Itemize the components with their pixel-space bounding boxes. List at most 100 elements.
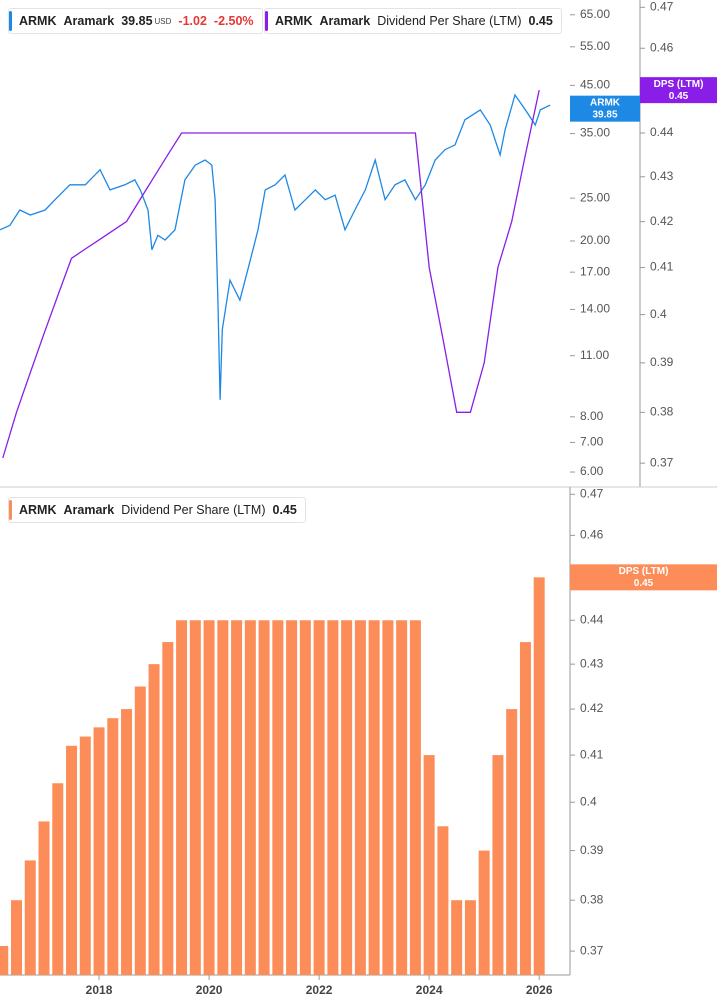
bar: [258, 620, 270, 975]
badge-value: 0.45: [669, 91, 689, 102]
y-tick-label: 0.41: [650, 260, 674, 274]
y-tick-label: 0.42: [650, 214, 674, 228]
y-tick-label: 0.4: [580, 794, 597, 808]
change: -1.02: [178, 14, 207, 28]
bar: [492, 755, 504, 975]
y-tick-label: 0.43: [650, 169, 674, 183]
y-tick-label: 35.00: [580, 126, 610, 140]
y-tick-label: 25.00: [580, 190, 610, 204]
bar: [299, 620, 311, 975]
metric: Dividend Per Share (LTM): [377, 14, 522, 28]
y-tick-label: 20.00: [580, 233, 610, 247]
y-tick-label: 6.00: [580, 464, 604, 478]
bar: [79, 736, 91, 975]
bar: [368, 620, 380, 975]
legend[interactable]: ARMK Aramark Dividend Per Share (LTM) 0.…: [8, 497, 306, 523]
y-tick-label: 0.4: [650, 307, 667, 321]
bar: [423, 755, 435, 975]
bar: [148, 664, 160, 975]
legend[interactable]: ARMK Aramark 39.85 USD -1.02 -2.50%: [8, 8, 263, 34]
bar: [107, 718, 119, 975]
y-tick-label: 8.00: [580, 409, 604, 423]
y-tick-label: 0.47: [580, 486, 604, 500]
bar: [176, 620, 188, 975]
y-tick-label: 0.44: [650, 125, 674, 139]
x-tick-label: 2024: [416, 983, 443, 997]
bar: [396, 620, 408, 975]
bar: [533, 577, 545, 975]
x-tick-label: 2026: [526, 983, 553, 997]
bar: [11, 900, 23, 975]
y-tick-label: 65.00: [580, 7, 610, 21]
bar: [189, 620, 201, 975]
y-tick-label: 0.38: [650, 405, 674, 419]
y-tick-label: 11.00: [580, 348, 609, 362]
bar: [272, 620, 284, 975]
bar: [121, 709, 133, 975]
y-tick-label: 55.00: [580, 39, 610, 53]
y-tick-label: 0.43: [580, 656, 604, 670]
badge-value: 0.45: [634, 578, 654, 589]
line-series: [2, 89, 540, 459]
y-tick-label: 45.00: [580, 78, 610, 92]
bar: [38, 821, 50, 975]
ticker: ARMK: [275, 14, 313, 28]
y-tick-label: 7.00: [580, 435, 604, 449]
y-tick-label: 0.38: [580, 892, 604, 906]
bar: [313, 620, 325, 975]
bar: [506, 709, 518, 975]
bar: [244, 620, 256, 975]
y-tick-label: 0.39: [650, 355, 674, 369]
bar: [24, 860, 36, 975]
y-tick-label: 0.37: [650, 455, 674, 469]
value: 0.45: [272, 503, 297, 517]
bar: [341, 620, 353, 975]
bar: [134, 686, 146, 975]
bar: [409, 620, 421, 975]
x-tick-label: 2022: [306, 983, 333, 997]
company: Aramark: [319, 14, 371, 28]
metric: Dividend Per Share (LTM): [121, 503, 266, 517]
ticker: ARMK: [19, 14, 57, 28]
price: 39.85: [121, 14, 153, 28]
badge: [570, 564, 717, 591]
bar: [66, 745, 78, 975]
bar: [478, 850, 490, 975]
change-pct: -2.50%: [213, 14, 254, 28]
x-tick-label: 2020: [196, 983, 223, 997]
badge: [570, 95, 640, 122]
bar: [203, 620, 215, 975]
plot: [0, 89, 551, 459]
bar: [162, 642, 174, 975]
bar: [382, 620, 394, 975]
x-tick-label: 2018: [86, 983, 113, 997]
legend[interactable]: ARMK Aramark Dividend Per Share (LTM) 0.…: [264, 8, 562, 34]
y-tick-label: 17.00: [580, 264, 610, 278]
company: Aramark: [63, 14, 115, 28]
bar: [52, 783, 64, 975]
bar: [0, 945, 9, 975]
bar: [231, 620, 243, 975]
bar: [286, 620, 298, 975]
bar: [519, 642, 531, 975]
currency: USD: [154, 16, 172, 26]
y-tick-label: 0.46: [650, 40, 674, 54]
bar: [437, 826, 449, 975]
bar: [464, 900, 476, 975]
y-tick-label: 0.37: [580, 943, 604, 957]
bar: [354, 620, 366, 975]
company: Aramark: [63, 503, 115, 517]
y-tick-label: 0.41: [580, 747, 604, 761]
badge-label: DPS (LTM): [654, 79, 704, 90]
badge-label: DPS (LTM): [619, 566, 669, 577]
badge-label: ARMK: [590, 97, 621, 108]
bar: [93, 727, 105, 975]
ticker: ARMK: [19, 503, 57, 517]
y-tick-label: 0.42: [580, 701, 604, 715]
y-tick-label: 0.44: [580, 612, 604, 626]
y-tick-label: 0.47: [650, 0, 674, 13]
badge: [640, 77, 717, 104]
y-tick-label: 0.39: [580, 843, 604, 857]
